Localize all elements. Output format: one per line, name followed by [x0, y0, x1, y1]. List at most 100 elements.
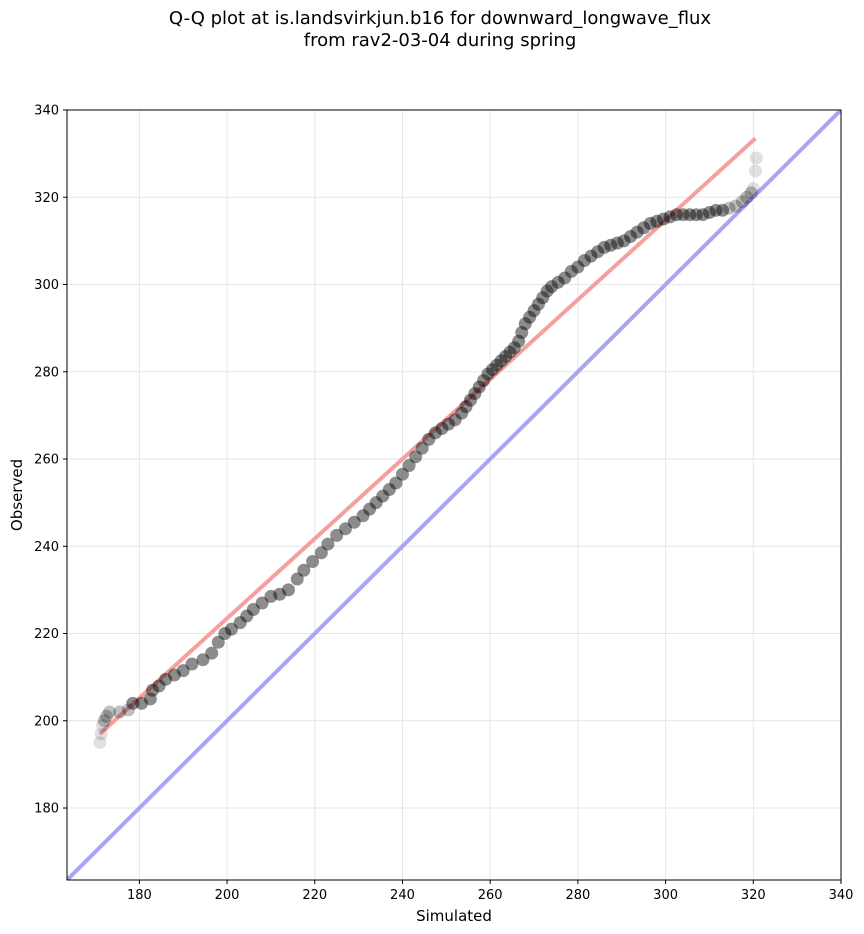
data-point: [676, 208, 690, 222]
data-point: [748, 164, 762, 178]
data-point: [696, 208, 710, 222]
data-point: [663, 210, 677, 224]
data-point: [97, 714, 111, 728]
data-point: [363, 502, 377, 516]
data-point: [617, 234, 631, 248]
data-point: [264, 589, 278, 603]
data-point: [744, 186, 758, 200]
data-point: [551, 275, 565, 289]
data-point: [409, 450, 423, 464]
data-point: [740, 190, 754, 204]
data-point: [395, 467, 409, 481]
data-point: [428, 426, 442, 440]
chart-title-block: Q-Q plot at is.landsvirkjun.b16 for down…: [0, 8, 864, 52]
data-point: [159, 672, 173, 686]
data-point: [545, 280, 559, 294]
data-point: [540, 284, 554, 298]
data-point: [507, 341, 521, 355]
x-tick-label: 300: [653, 888, 678, 903]
data-point: [709, 203, 723, 217]
data-points: [93, 151, 763, 750]
y-tick-label: 320: [34, 191, 59, 206]
x-tick-label: 260: [478, 888, 503, 903]
data-point: [306, 555, 320, 569]
data-point: [536, 291, 550, 305]
data-point: [656, 212, 670, 226]
y-axis-label: Observed: [8, 459, 26, 531]
data-point: [749, 151, 763, 165]
reference-lines: [67, 110, 841, 880]
data-point: [382, 483, 396, 497]
data-point: [422, 432, 436, 446]
data-point: [689, 208, 703, 222]
data-point: [93, 736, 107, 750]
data-point: [126, 696, 140, 710]
chart-title: Q-Q plot at is.landsvirkjun.b16 for down…: [168, 8, 712, 29]
data-point: [624, 230, 638, 244]
data-point: [650, 214, 664, 228]
data-point: [347, 515, 361, 529]
data-point: [683, 208, 697, 222]
data-point: [290, 572, 304, 586]
data-point: [376, 489, 390, 503]
data-point: [643, 216, 657, 230]
data-point: [369, 496, 383, 510]
data-point: [702, 206, 716, 220]
x-tick-label: 320: [741, 888, 766, 903]
data-point: [96, 718, 110, 732]
data-point: [459, 400, 473, 414]
data-point: [167, 668, 181, 682]
chart-subtitle: from rav2-03-04 during spring: [303, 30, 577, 51]
data-point: [564, 264, 578, 278]
data-point: [233, 616, 247, 630]
data-point: [273, 587, 287, 601]
data-point: [472, 380, 486, 394]
data-point: [415, 441, 429, 455]
data-point: [531, 297, 545, 311]
data-point: [722, 201, 736, 215]
data-point: [527, 304, 541, 318]
axis-ticks: 180 200 220 240 260 280 300 320 340 180 200 220 240 2…: [34, 104, 853, 904]
data-point: [481, 367, 495, 381]
data-point: [99, 709, 113, 723]
data-point: [597, 240, 611, 254]
data-point: [146, 683, 160, 697]
data-point: [584, 249, 598, 263]
data-point: [735, 195, 749, 209]
data-point: [297, 563, 311, 577]
x-axis-label: Simulated: [416, 907, 492, 925]
data-point: [281, 583, 295, 597]
data-point: [518, 317, 532, 331]
data-point: [143, 692, 157, 706]
x-tick-label: 280: [565, 888, 590, 903]
fit-line: [98, 136, 757, 736]
data-point: [494, 354, 508, 368]
data-point: [670, 208, 684, 222]
plot-frame: [66, 109, 842, 881]
y-tick-label: 220: [34, 627, 59, 642]
data-point: [211, 635, 225, 649]
data-point: [485, 363, 499, 377]
data-point: [503, 345, 517, 359]
data-point: [746, 182, 760, 196]
data-point: [477, 373, 491, 387]
data-point: [610, 236, 624, 250]
data-point: [499, 349, 513, 363]
data-point: [630, 225, 644, 239]
data-point: [330, 528, 344, 542]
data-point: [523, 310, 537, 324]
data-point: [321, 537, 335, 551]
x-tick-label: 200: [215, 888, 240, 903]
grid: [67, 109, 842, 880]
x-tick-label: 220: [302, 888, 327, 903]
data-point: [113, 705, 127, 719]
data-point: [185, 657, 199, 671]
data-point: [224, 622, 238, 636]
data-point: [205, 646, 219, 660]
data-point: [435, 421, 449, 435]
data-point: [246, 603, 260, 617]
data-point: [604, 238, 618, 252]
data-point: [448, 413, 462, 427]
data-point: [512, 334, 526, 348]
